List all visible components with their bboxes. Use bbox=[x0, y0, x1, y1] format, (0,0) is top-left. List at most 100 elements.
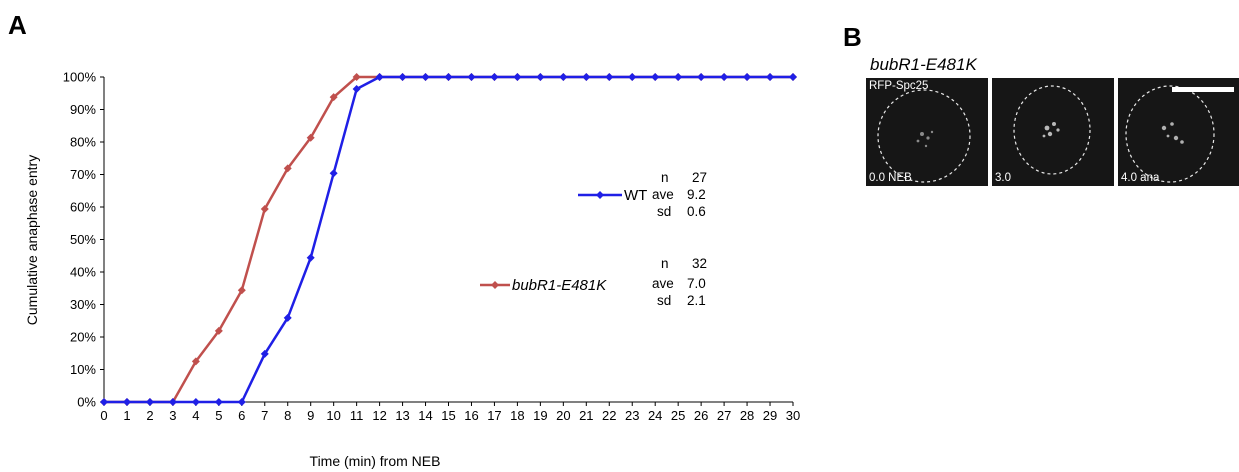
x-tick-label: 10 bbox=[326, 408, 340, 423]
frame-time-label-2: 3.0 bbox=[995, 172, 1011, 184]
x-tick-label: 11 bbox=[350, 408, 364, 423]
data-point-wt bbox=[766, 73, 775, 81]
data-point-wt bbox=[720, 73, 729, 81]
x-axis: 0 1 2 3 4 5 6 7 8 9 10 11 12 13 14 15 16 17 18 19 20 21 22 23 24… bbox=[100, 401, 800, 423]
x-tick-label: 24 bbox=[648, 408, 662, 423]
stats-bubr1-n-label: n bbox=[661, 256, 669, 271]
data-point-wt bbox=[122, 398, 131, 406]
x-tick-label: 5 bbox=[215, 408, 222, 423]
data-point-wt bbox=[536, 73, 545, 81]
stats-bubr1: n 32 ave 7.0 sd 2.1 bbox=[652, 256, 707, 308]
y-tick-label: 40% bbox=[70, 265, 96, 280]
data-point-wt bbox=[375, 73, 384, 81]
micrograph-image-3 bbox=[1125, 85, 1215, 183]
data-point-bubr1 bbox=[352, 73, 361, 81]
legend-wt: WT bbox=[578, 187, 647, 204]
data-point-bubr1 bbox=[214, 326, 223, 335]
x-tick-label: 22 bbox=[602, 408, 616, 423]
series-line-bubr1 bbox=[104, 75, 793, 404]
stats-bubr1-n-value: 32 bbox=[692, 256, 707, 271]
data-point-wt bbox=[260, 349, 269, 358]
stats-bubr1-ave-value: 7.0 bbox=[687, 276, 706, 291]
panel-a-letter: A bbox=[8, 10, 27, 40]
x-tick-label: 2 bbox=[146, 408, 153, 423]
y-axis: 0% 10% 20% 30% 40% 50% 60% 70% 80% 90% 100% bbox=[63, 70, 105, 410]
data-point-wt bbox=[237, 398, 246, 406]
data-point-wt bbox=[697, 73, 706, 81]
series-layer bbox=[100, 73, 797, 406]
y-tick-label: 30% bbox=[70, 297, 96, 312]
data-point-wt bbox=[743, 73, 752, 81]
panel-b-letter: B bbox=[843, 22, 862, 52]
y-tick-label: 0% bbox=[77, 395, 96, 410]
x-tick-label: 15 bbox=[441, 408, 455, 423]
data-point-wt bbox=[145, 398, 154, 406]
data-point-wt bbox=[100, 398, 108, 406]
x-tick-label: 16 bbox=[464, 408, 478, 423]
frame-time-label-1: 0.0 NEB bbox=[869, 172, 912, 184]
y-tick-label: 80% bbox=[70, 135, 96, 150]
data-point-bubr1 bbox=[306, 133, 315, 142]
x-tick-label: 20 bbox=[556, 408, 570, 423]
x-tick-label: 30 bbox=[786, 408, 800, 423]
x-tick-label: 27 bbox=[717, 408, 731, 423]
x-tick-label: 25 bbox=[671, 408, 685, 423]
y-axis-title: Cumulative anaphase entry bbox=[24, 155, 40, 325]
data-point-bubr1 bbox=[283, 164, 292, 173]
legend-bubr1-label: bubR1-E481K bbox=[512, 277, 607, 294]
data-point-wt bbox=[306, 253, 315, 262]
x-tick-label: 26 bbox=[694, 408, 708, 423]
data-point-bubr1 bbox=[329, 93, 338, 102]
stats-wt: n 27 ave 9.2 sd 0.6 bbox=[652, 170, 707, 219]
data-point-wt bbox=[490, 73, 499, 81]
micrograph-image-1 bbox=[877, 89, 971, 183]
micrograph-frame-2: 3.0 bbox=[992, 78, 1114, 186]
micrograph-title: bubR1-E481K bbox=[870, 55, 977, 74]
scale-bar bbox=[1172, 87, 1234, 92]
x-tick-label: 6 bbox=[238, 408, 245, 423]
micrograph-frame-1: RFP-Spc25 0.0 NEB bbox=[866, 78, 988, 186]
legend-bubr1-marker bbox=[491, 281, 499, 289]
data-point-wt bbox=[651, 73, 660, 81]
frame-time-label-3: 4.0 ana bbox=[1121, 172, 1160, 184]
data-point-wt bbox=[283, 313, 292, 322]
data-point-bubr1 bbox=[237, 286, 246, 295]
x-tick-label: 4 bbox=[192, 408, 199, 423]
y-tick-label: 20% bbox=[70, 330, 96, 345]
micrograph-strip: RFP-Spc25 0.0 NEB 3.0 4.0 ana bbox=[866, 78, 1239, 186]
data-point-wt bbox=[628, 73, 637, 81]
legend-bubr1: bubR1-E481K bbox=[480, 277, 607, 294]
data-point-wt bbox=[789, 73, 797, 81]
data-point-wt bbox=[191, 398, 200, 406]
x-tick-label: 21 bbox=[579, 408, 593, 423]
x-tick-label: 28 bbox=[740, 408, 754, 423]
stats-bubr1-sd-value: 2.1 bbox=[687, 293, 706, 308]
data-point-wt bbox=[605, 73, 614, 81]
y-tick-label: 50% bbox=[70, 232, 96, 247]
legend-wt-marker bbox=[596, 191, 604, 199]
data-point-wt bbox=[582, 73, 591, 81]
x-tick-label: 0 bbox=[100, 408, 107, 423]
x-tick-label: 23 bbox=[625, 408, 639, 423]
x-tick-label: 14 bbox=[418, 408, 432, 423]
x-tick-label: 7 bbox=[261, 408, 268, 423]
stats-wt-ave-value: 9.2 bbox=[687, 187, 706, 202]
data-point-wt bbox=[421, 73, 430, 81]
stats-wt-sd-label: sd bbox=[657, 204, 671, 219]
data-point-wt bbox=[329, 169, 338, 178]
data-point-wt bbox=[352, 85, 361, 94]
data-point-bubr1 bbox=[191, 357, 200, 366]
y-tick-label: 90% bbox=[70, 102, 96, 117]
data-point-wt bbox=[398, 73, 407, 81]
data-point-bubr1 bbox=[260, 204, 269, 213]
x-axis-title: Time (min) from NEB bbox=[310, 453, 441, 469]
data-point-wt bbox=[214, 398, 223, 406]
x-tick-label: 29 bbox=[763, 408, 777, 423]
data-point-wt bbox=[467, 73, 476, 81]
x-tick-label: 1 bbox=[123, 408, 130, 423]
x-tick-label: 17 bbox=[487, 408, 501, 423]
stats-wt-n-label: n bbox=[661, 170, 669, 185]
micrograph-image-2 bbox=[1013, 85, 1091, 175]
stats-wt-n-value: 27 bbox=[692, 170, 707, 185]
